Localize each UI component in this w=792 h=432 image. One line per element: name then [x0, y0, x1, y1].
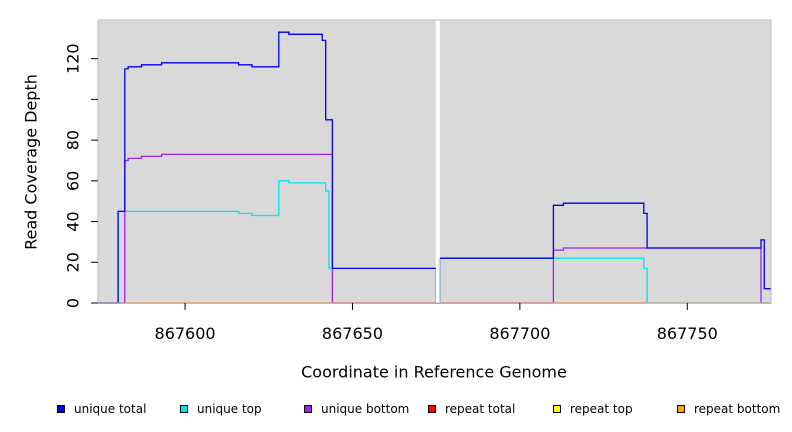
legend-swatch-unique-total	[57, 405, 65, 413]
legend-label-unique-total: unique total	[74, 402, 147, 416]
x-tick-label: 867750	[657, 324, 718, 343]
gap-marker	[435, 20, 440, 303]
y-tick-label: 80	[64, 130, 83, 150]
legend-swatch-repeat-top	[553, 405, 561, 413]
x-tick-label: 867700	[489, 324, 550, 343]
legend-label-unique-bottom: unique bottom	[321, 402, 410, 416]
legend-swatch-repeat-total	[428, 405, 436, 413]
y-tick-label: 0	[64, 298, 83, 308]
x-axis-label: Coordinate in Reference Genome	[301, 362, 567, 382]
legend-label-unique-top: unique top	[197, 402, 262, 416]
x-tick-label: 867600	[155, 324, 216, 343]
legend-item-repeat-total: repeat total	[428, 400, 515, 418]
legend-item-unique-total: unique total	[57, 400, 146, 418]
plot-background	[98, 20, 771, 303]
plot-border	[97, 19, 772, 304]
y-tick-label: 60	[64, 171, 83, 191]
y-axis-label: Read Coverage Depth	[21, 74, 41, 250]
series-line-unique-bottom	[98, 153, 771, 304]
legend-item-repeat-bottom: repeat bottom	[677, 400, 780, 418]
legend-swatch-repeat-bottom	[677, 405, 685, 413]
axis-layer: 867600 867650 867700 867750 0 20 40 60 80 120	[64, 43, 718, 343]
legend-swatch-unique-bottom	[304, 405, 312, 413]
y-tick-label: 40	[64, 211, 83, 231]
y-tick-label: 120	[64, 43, 83, 74]
legend-item-unique-bottom: unique bottom	[304, 400, 409, 418]
series-line-unique-top	[98, 180, 771, 304]
series-line-unique-total	[98, 31, 771, 304]
legend-label-repeat-bottom: repeat bottom	[694, 402, 781, 416]
legend-label-repeat-top: repeat top	[570, 402, 633, 416]
legend-item-unique-top: unique top	[180, 400, 262, 418]
legend: unique total unique top unique bottom re…	[0, 400, 792, 418]
x-tick-label: 867650	[322, 324, 383, 343]
legend-item-repeat-top: repeat top	[553, 400, 633, 418]
y-tick-label: 20	[64, 252, 83, 272]
legend-swatch-unique-top	[180, 405, 188, 413]
legend-label-repeat-total: repeat total	[445, 402, 516, 416]
